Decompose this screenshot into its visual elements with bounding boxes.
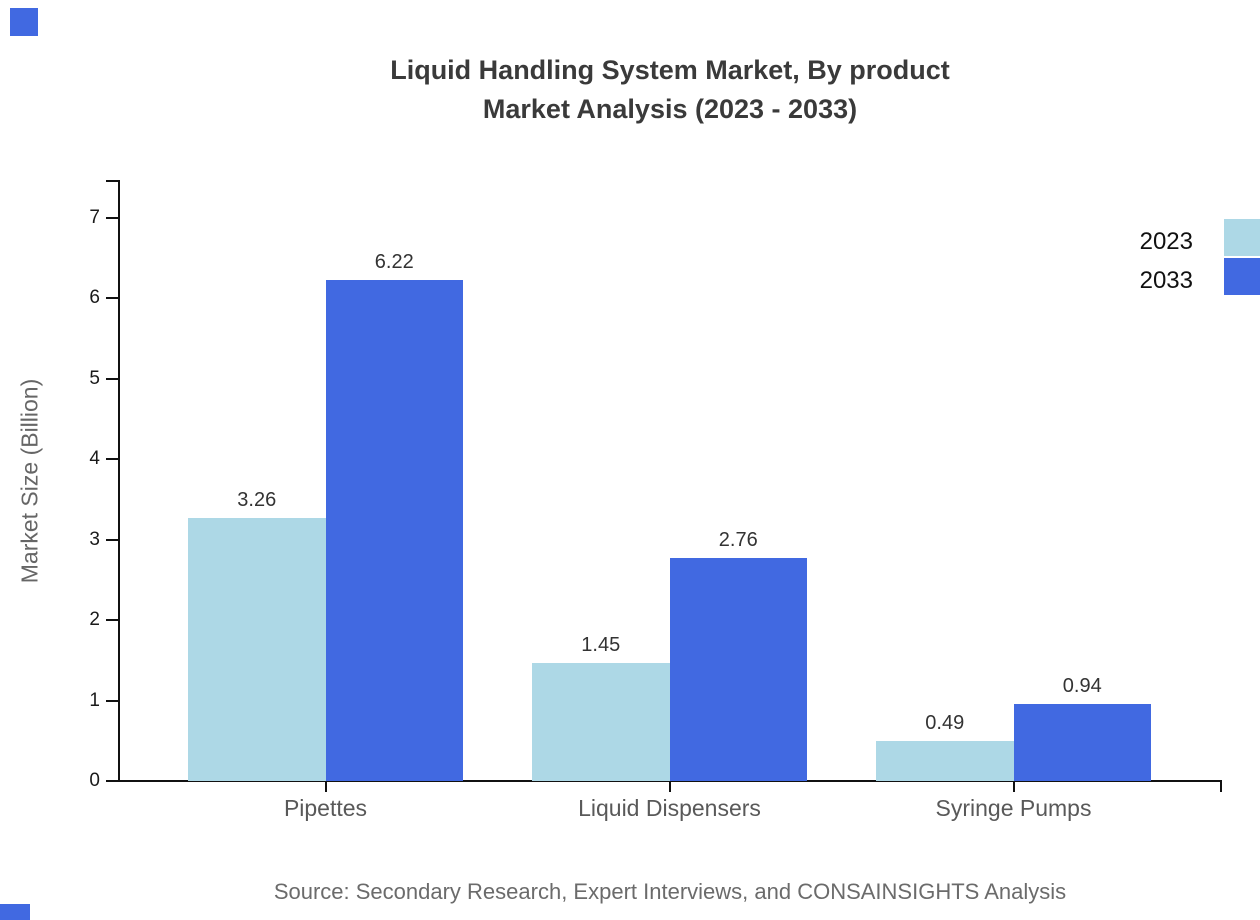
legend-swatch-2023	[1224, 219, 1260, 256]
bar-value-label: 6.22	[374, 250, 414, 273]
source-note: Source: Secondary Research, Expert Inter…	[273, 879, 1067, 904]
y-tick	[106, 780, 118, 782]
corner-mark-bottom-left	[0, 904, 30, 920]
y-tick	[106, 297, 118, 300]
y-tick-label: 2	[89, 609, 100, 631]
y-tick-label: 0	[89, 770, 100, 791]
y-tick-label: 4	[89, 448, 100, 470]
y-tick	[106, 216, 118, 219]
x-tick	[668, 782, 671, 792]
y-tick	[106, 377, 118, 380]
corner-mark-top-left	[10, 8, 38, 36]
bar-2033-0	[325, 279, 463, 781]
x-category-label: Syringe Pumps	[935, 795, 1092, 821]
bar-2033-2	[1013, 704, 1151, 781]
bar-2023-2	[876, 740, 1014, 781]
y-tick	[106, 699, 118, 702]
x-category-label: Pipettes	[283, 795, 368, 821]
x-axis-line	[118, 780, 1222, 782]
bar-value-label: 3.26	[237, 488, 277, 511]
bar-value-label: 2.76	[718, 529, 758, 551]
legend-swatch-2033	[1224, 258, 1260, 295]
bar-2023-0	[188, 517, 326, 781]
y-axis-end-tick	[106, 180, 118, 182]
bar-2033-1	[669, 558, 807, 781]
bar-value-label: 0.49	[925, 711, 965, 734]
x-axis-end-tick	[1220, 782, 1222, 792]
x-tick	[1012, 782, 1015, 792]
legend-label-2023: 2023	[1139, 228, 1193, 255]
chart-title-line2: Market Analysis (2023 - 2033)	[482, 94, 858, 124]
x-category-label: Liquid Dispensers	[578, 795, 761, 821]
y-tick-label: 7	[89, 206, 100, 228]
y-tick-label: 1	[89, 689, 100, 711]
legend-label-2033: 2033	[1139, 267, 1193, 294]
y-tick	[106, 458, 118, 461]
y-tick-label: 3	[89, 528, 100, 550]
y-tick-label: 5	[89, 367, 100, 389]
bar-value-label: 1.45	[581, 634, 621, 657]
bar-value-label: 0.94	[1062, 675, 1102, 698]
y-tick	[106, 538, 118, 541]
y-axis-line	[118, 180, 120, 782]
x-tick	[324, 782, 327, 792]
chart-title-line1: Liquid Handling System Market, By produc…	[390, 55, 950, 85]
bar-2023-1	[532, 663, 670, 781]
y-tick-label: 6	[89, 287, 100, 309]
y-tick	[106, 619, 118, 622]
